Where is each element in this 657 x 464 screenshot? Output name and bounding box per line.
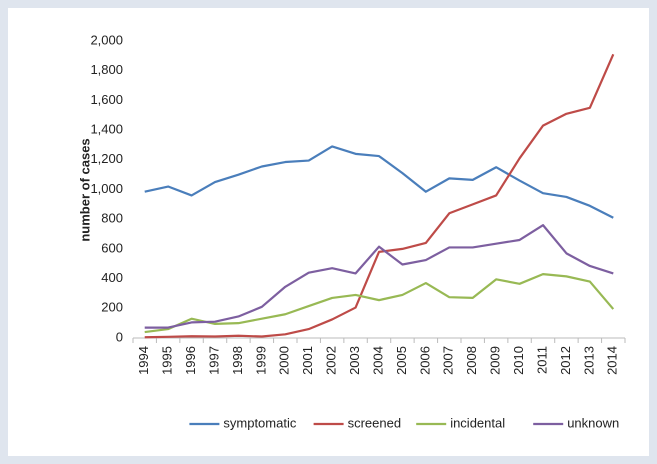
- x-tick-label: 2004: [370, 346, 385, 375]
- x-tick-label: 1998: [230, 346, 245, 375]
- x-tick-label: 2005: [394, 346, 409, 375]
- y-tick-label: 400: [101, 270, 123, 285]
- y-tick-label: 1,800: [90, 62, 123, 77]
- x-tick-label: 1996: [183, 346, 198, 375]
- y-tick-label: 1,600: [90, 92, 123, 107]
- x-tick-label: 2012: [558, 346, 573, 375]
- x-tick-label: 1997: [206, 346, 221, 375]
- legend-label: incidental: [450, 415, 505, 430]
- x-tick-label: 2001: [300, 346, 315, 375]
- y-tick-label: 1,200: [90, 151, 123, 166]
- y-tick-label: 800: [101, 211, 123, 226]
- y-tick-label: 0: [116, 329, 123, 344]
- x-tick-label: 2002: [324, 346, 339, 375]
- x-tick-label: 2008: [464, 346, 479, 375]
- x-tick-label: 2007: [441, 346, 456, 375]
- legend-label: symptomatic: [223, 415, 296, 430]
- x-tick-label: 1995: [160, 346, 175, 375]
- y-tick-label: 1,400: [90, 122, 123, 137]
- x-tick-label: 2006: [417, 346, 432, 375]
- chart: number of cases 0 200 400 600 800 1,000 1,200 1…: [77, 32, 626, 430]
- legend-label: unknown: [567, 415, 619, 430]
- x-tick-label: 2009: [488, 346, 503, 375]
- x-tick-label: 2011: [534, 346, 549, 374]
- x-tick-label: 2000: [277, 346, 292, 375]
- line-series: [144, 145, 614, 219]
- x-tick-label: 2003: [347, 346, 362, 375]
- x-tick-label: 2010: [511, 346, 526, 375]
- x-tick-label: 2013: [581, 346, 596, 375]
- x-tick-label: 2014: [605, 346, 620, 375]
- y-tick-label: 1,000: [90, 181, 123, 196]
- x-tick-label: 1999: [253, 346, 268, 375]
- line-series: [144, 53, 615, 339]
- line-series: [144, 224, 614, 329]
- line-series: [144, 273, 615, 334]
- legend-label: screened: [348, 415, 401, 430]
- chart-frame: number of cases 0 200 400 600 800 1,000 1,200 1…: [8, 8, 649, 456]
- x-tick-label: 1994: [136, 346, 151, 375]
- y-tick-label: 2,000: [90, 32, 123, 47]
- y-tick-label: 200: [101, 300, 123, 315]
- y-axis-label: number of cases: [77, 138, 92, 241]
- y-tick-label: 600: [101, 240, 123, 255]
